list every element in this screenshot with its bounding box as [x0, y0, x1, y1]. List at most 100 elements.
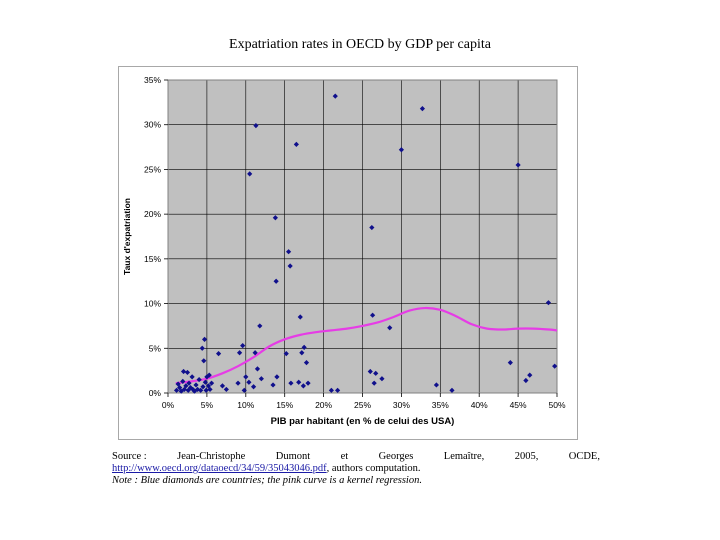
country-point: [202, 379, 208, 385]
x-tick-label: 40%: [471, 400, 488, 410]
country-point: [219, 383, 226, 389]
country-point: [328, 387, 334, 393]
country-point: [335, 387, 341, 393]
y-axis-label: Taux d'expatriation: [122, 198, 132, 275]
country-point: [183, 383, 189, 389]
country-point: [207, 386, 213, 393]
country-point: [206, 372, 212, 378]
country-point: [371, 380, 377, 386]
country-point: [258, 376, 264, 382]
country-point: [305, 380, 311, 386]
chart-title: Expatriation rates in OECD by GDP per ca…: [229, 37, 491, 52]
country-point: [274, 374, 280, 380]
y-tick-label: 30%: [144, 120, 161, 130]
source-word: 2005,: [514, 451, 539, 462]
country-point: [241, 387, 247, 393]
kernel-regression-line: [175, 306, 558, 385]
country-point: [299, 350, 305, 356]
country-point: [398, 147, 404, 153]
country-point: [273, 278, 279, 284]
country-point: [285, 249, 292, 255]
country-point: [204, 374, 210, 380]
country-point: [300, 383, 306, 389]
source-block: Source : Jean-Christophe Dumont et Georg…: [112, 451, 600, 487]
y-tick-label: 0%: [149, 388, 162, 398]
source-url-suffix: , authors computation.: [326, 463, 421, 474]
x-tick-label: 20%: [315, 400, 332, 410]
country-point: [419, 106, 426, 112]
country-point: [367, 368, 373, 375]
country-point: [379, 376, 385, 382]
source-word: et: [340, 451, 349, 462]
source-word: OCDE,: [568, 451, 600, 462]
country-point: [200, 384, 206, 390]
country-point: [186, 380, 192, 386]
country-point: [180, 368, 187, 375]
country-point: [243, 374, 249, 380]
country-point: [175, 381, 181, 387]
country-point: [257, 323, 263, 329]
grid-lines: [168, 80, 557, 393]
country-point: [545, 300, 552, 306]
country-point: [272, 215, 278, 221]
country-point: [288, 380, 294, 386]
country-point: [196, 376, 202, 383]
y-tick-label: 25%: [144, 164, 161, 174]
country-point: [198, 387, 204, 393]
source-link[interactable]: http://www.oecd.org/dataoecd/34/59/35043…: [112, 463, 327, 474]
y-tick-label: 10%: [144, 299, 161, 309]
y-tick-label: 15%: [144, 254, 161, 264]
country-point: [193, 382, 199, 388]
x-axis: 0% 5% 10% 15% 20% 25% 30% 35% 40% 45% 50%: [162, 393, 566, 410]
country-point: [205, 383, 212, 389]
source-line: Source : Jean-Christophe Dumont et Georg…: [112, 451, 600, 463]
country-point: [370, 312, 376, 318]
country-point: [203, 387, 209, 393]
y-tick-label: 5%: [149, 343, 162, 353]
country-point: [369, 224, 375, 231]
x-tick-label: 45%: [510, 400, 527, 410]
country-point: [252, 350, 258, 356]
country-point: [433, 382, 440, 388]
y-tick-label: 35%: [144, 75, 161, 85]
x-tick-label: 25%: [354, 400, 371, 410]
country-point: [287, 263, 293, 269]
country-point: [247, 171, 253, 177]
x-tick-label: 0%: [162, 400, 175, 410]
country-point: [303, 359, 310, 366]
country-point: [301, 344, 307, 350]
country-point: [180, 378, 186, 384]
country-point: [223, 386, 229, 393]
country-point: [240, 343, 246, 349]
source-label: Source :: [112, 451, 147, 462]
country-point: [523, 377, 529, 384]
country-point: [215, 351, 222, 357]
source-word: Lemaître,: [443, 451, 485, 462]
x-tick-label: 30%: [393, 400, 410, 410]
country-point: [296, 379, 302, 385]
country-point: [552, 363, 558, 369]
source-word: Jean-Christophe: [177, 451, 246, 462]
country-point: [236, 350, 243, 356]
y-tick-label: 20%: [144, 209, 161, 219]
source-word: Georges: [378, 451, 414, 462]
x-tick-label: 10%: [237, 400, 254, 410]
country-point: [201, 336, 208, 342]
x-tick-label: 50%: [548, 400, 565, 410]
country-point: [254, 366, 261, 372]
country-point: [507, 359, 513, 366]
country-point: [235, 380, 241, 386]
country-point: [189, 374, 195, 380]
country-point: [387, 325, 393, 331]
country-point: [201, 358, 207, 364]
country-point: [293, 141, 299, 147]
country-point: [515, 162, 521, 168]
country-point: [199, 345, 205, 351]
source-word: Dumont: [275, 451, 311, 462]
country-point: [283, 351, 289, 357]
country-points: [173, 93, 558, 394]
source-url-line: http://www.oecd.org/dataoecd/34/59/35043…: [112, 463, 600, 475]
country-point: [246, 379, 252, 385]
country-point: [332, 93, 338, 99]
country-point: [173, 387, 180, 393]
